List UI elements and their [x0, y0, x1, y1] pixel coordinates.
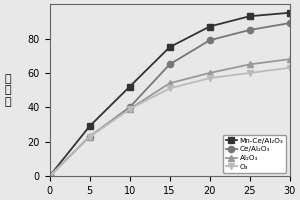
- Mn-Ce/Al₂O₃: [128, 85, 131, 88]
- Mn-Ce/Al₂O₃: [208, 25, 211, 28]
- Ce/Al₂O₃: [88, 135, 92, 138]
- Ce/Al₂O₃: [128, 106, 131, 109]
- Mn-Ce/Al₂O₃: [248, 15, 251, 17]
- O₃: [48, 175, 51, 177]
- Mn-Ce/Al₂O₃: [48, 175, 51, 177]
- Ce/Al₂O₃: [248, 29, 251, 31]
- Line: Al₂O₃: Al₂O₃: [46, 56, 293, 179]
- Al₂O₃: [248, 63, 251, 66]
- Al₂O₃: [168, 82, 171, 84]
- Ce/Al₂O₃: [168, 63, 171, 66]
- Mn-Ce/Al₂O₃: [288, 12, 292, 14]
- Mn-Ce/Al₂O₃: [168, 46, 171, 48]
- O₃: [288, 67, 292, 69]
- O₃: [208, 77, 211, 79]
- Ce/Al₂O₃: [288, 22, 292, 24]
- Al₂O₃: [128, 108, 131, 110]
- Line: O₃: O₃: [46, 65, 293, 179]
- Al₂O₃: [208, 72, 211, 74]
- Al₂O₃: [48, 175, 51, 177]
- O₃: [128, 108, 131, 110]
- Y-axis label: 去
除
率: 去 除 率: [4, 74, 11, 107]
- Legend: Mn-Ce/Al₂O₃, Ce/Al₂O₃, Al₂O₃, O₃: Mn-Ce/Al₂O₃, Ce/Al₂O₃, Al₂O₃, O₃: [223, 135, 286, 172]
- Ce/Al₂O₃: [208, 39, 211, 41]
- Al₂O₃: [88, 135, 92, 138]
- Line: Mn-Ce/Al₂O₃: Mn-Ce/Al₂O₃: [46, 10, 293, 179]
- O₃: [168, 87, 171, 90]
- Line: Ce/Al₂O₃: Ce/Al₂O₃: [46, 20, 293, 179]
- Mn-Ce/Al₂O₃: [88, 125, 92, 127]
- Ce/Al₂O₃: [48, 175, 51, 177]
- Al₂O₃: [288, 58, 292, 60]
- O₃: [88, 135, 92, 138]
- O₃: [248, 72, 251, 74]
